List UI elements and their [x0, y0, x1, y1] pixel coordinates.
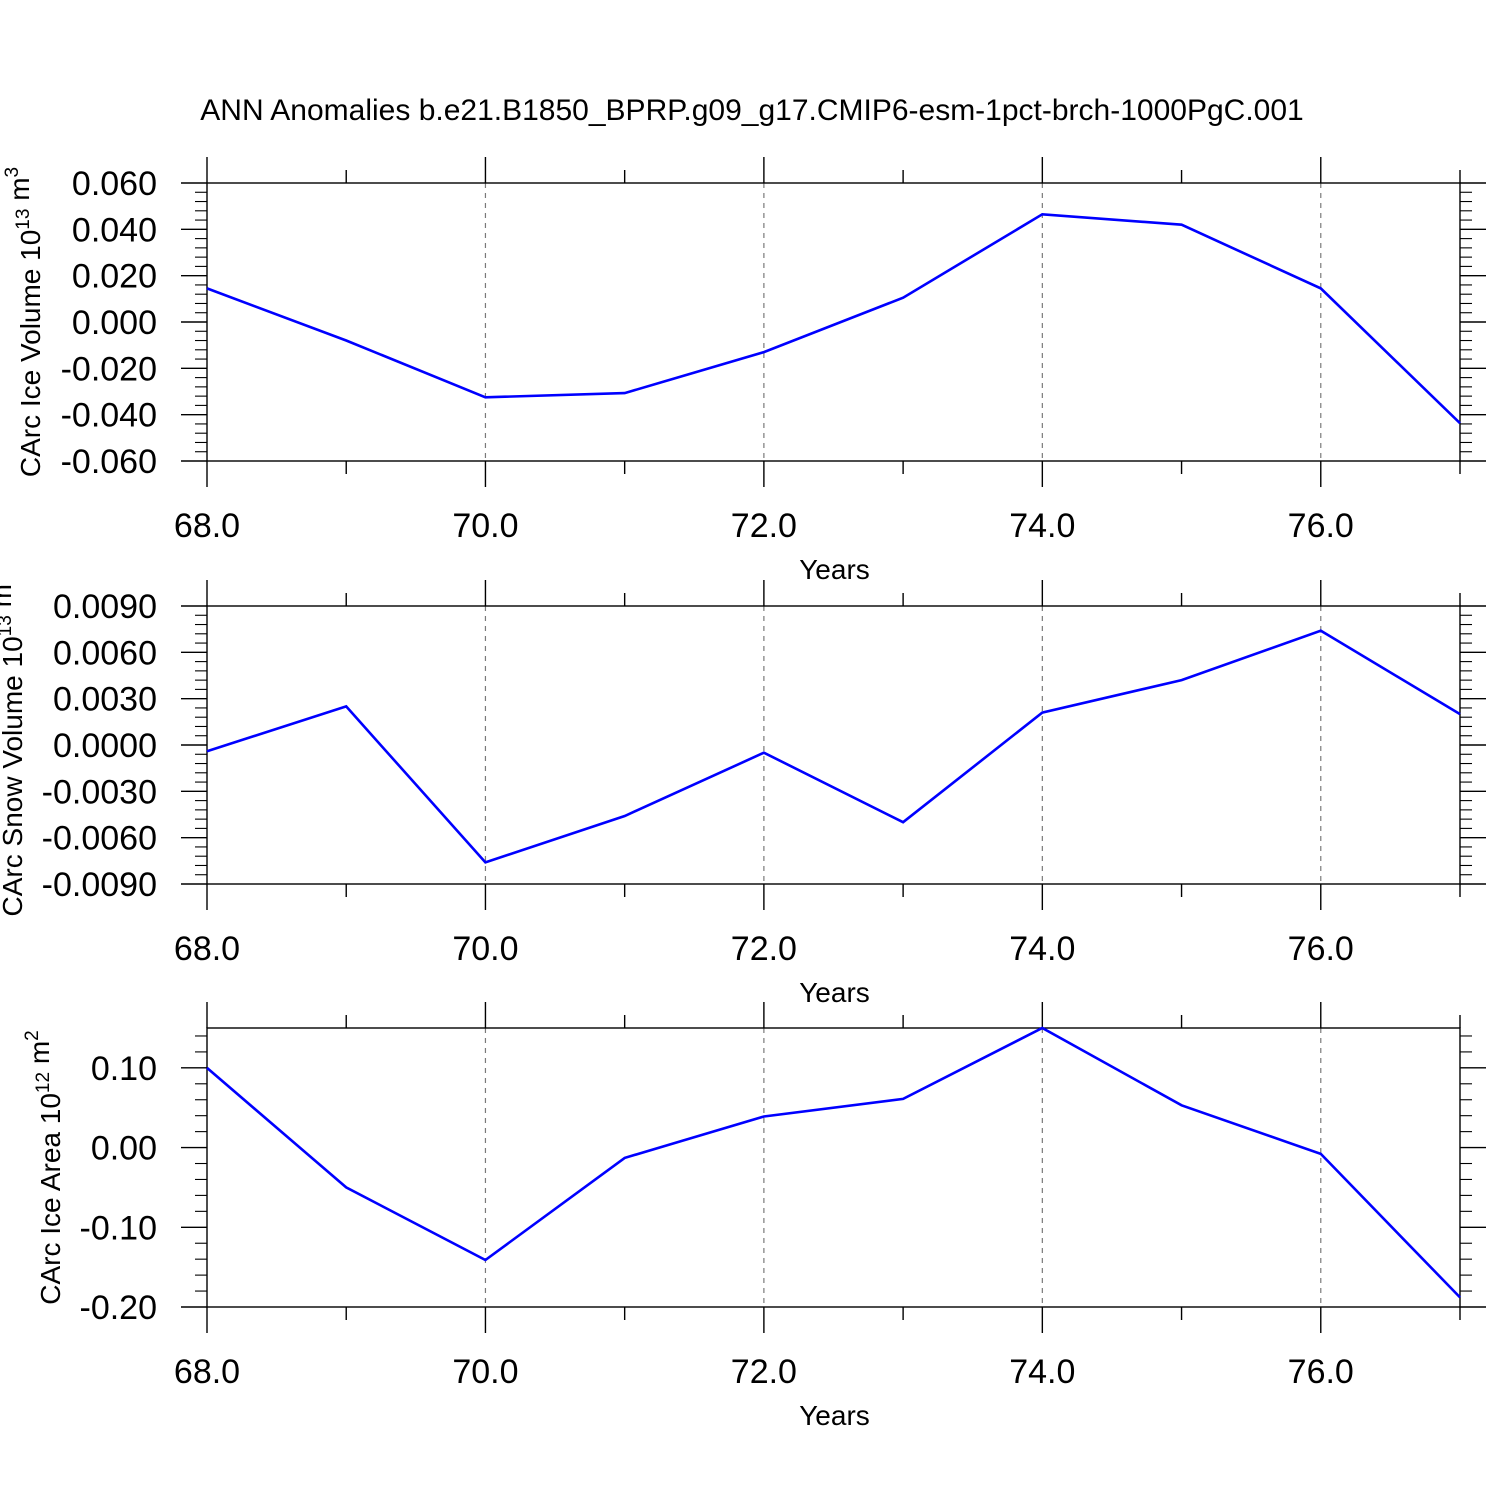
x-tick-label: 72.0	[731, 507, 797, 545]
x-tick-label: 76.0	[1288, 930, 1354, 968]
y-tick-label: 0.00	[91, 1130, 157, 1168]
y-tick-label: 0.10	[91, 1050, 157, 1088]
y-tick-label: 0.0060	[53, 634, 157, 672]
y-tick-label: -0.0030	[42, 773, 157, 811]
x-tick-label: 68.0	[174, 1353, 240, 1391]
y-tick-label: 0.060	[72, 165, 157, 203]
x-tick-label: 70.0	[452, 1353, 518, 1391]
y-axis-label-part: CArc Ice Volume 10	[15, 230, 46, 477]
x-tick-label: 76.0	[1288, 507, 1354, 545]
x-axis-label: Years	[799, 1400, 870, 1431]
y-tick-label: -0.040	[61, 397, 157, 435]
y-axis-label-part: m	[24, 1041, 55, 1072]
x-axis-label: Years	[799, 554, 870, 585]
x-tick-label: 72.0	[731, 930, 797, 968]
x-tick-label: 74.0	[1009, 1353, 1075, 1391]
y-axis-label-part: CArc Ice Area 10	[35, 1093, 66, 1305]
y-tick-label: 0.020	[72, 258, 157, 296]
x-axis-label: Years	[799, 977, 870, 1008]
y-axis-label: CArc Ice Volume 1013 m3	[2, 167, 46, 477]
y-tick-label: -0.10	[80, 1209, 158, 1247]
x-tick-label: 68.0	[174, 507, 240, 545]
y-axis-label-part: m	[4, 177, 35, 208]
y-axis-label-superscript: 3	[0, 574, 5, 585]
y-tick-label: 0.0030	[53, 681, 157, 719]
y-axis-label-superscript: 13	[0, 615, 16, 636]
y-tick-label: 0.0000	[53, 727, 157, 765]
panel-1: 68.0 70.0 72.0 74.0 76.0 0.060 0.040 0.020 0.000…	[2, 157, 1486, 585]
y-axis-label-superscript: 13	[13, 209, 34, 230]
y-axis-label-superscript: 12	[33, 1072, 54, 1093]
y-axis-label: CArc Snow Volume 1013 m3	[0, 574, 28, 917]
y-axis-label-part: m	[0, 584, 17, 615]
x-tick-label: 68.0	[174, 930, 240, 968]
y-tick-label: 0.000	[72, 304, 157, 342]
x-tick-label: 74.0	[1009, 930, 1075, 968]
y-tick-label: -0.020	[61, 350, 157, 388]
series-line	[206, 212, 1461, 425]
x-tick-label: 70.0	[452, 507, 518, 545]
x-tick-label: 76.0	[1288, 1353, 1354, 1391]
y-axis-label: CArc Ice Area 1012 m2	[22, 1030, 66, 1304]
y-tick-label: 0.0090	[53, 588, 157, 626]
y-axis-label-superscript: 3	[2, 167, 23, 178]
panel-2: 68.0 70.0 72.0 74.0 76.0 0.0090 0.0060 0.0030 0.…	[0, 574, 1486, 1008]
y-tick-label: -0.060	[61, 443, 157, 481]
figure-title: ANN Anomalies b.e21.B1850_BPRP.g09_g17.C…	[200, 94, 1303, 127]
x-tick-label: 70.0	[452, 930, 518, 968]
panels-container: 68.0 70.0 72.0 74.0 76.00.0600.0400.0200.000…	[0, 157, 1486, 1431]
y-tick-label: 0.040	[72, 211, 157, 249]
y-axis-label-part: CArc Snow Volume 10	[0, 636, 28, 916]
series-line	[206, 1026, 1461, 1299]
y-axis-label-superscript: 2	[22, 1030, 43, 1041]
y-tick-label: -0.0090	[42, 866, 157, 904]
panel-3: 68.0 70.0 72.0 74.0 76.0 0.10 0.00 -0.10 -0.20 Ye…	[22, 1002, 1486, 1431]
x-tick-label: 74.0	[1009, 507, 1075, 545]
plot-frame	[206, 1027, 1461, 1308]
series-line	[206, 629, 1461, 864]
x-tick-label: 72.0	[731, 1353, 797, 1391]
plot-frame	[206, 182, 1461, 462]
y-tick-label: -0.0060	[42, 820, 157, 858]
y-tick-label: -0.20	[80, 1289, 158, 1327]
